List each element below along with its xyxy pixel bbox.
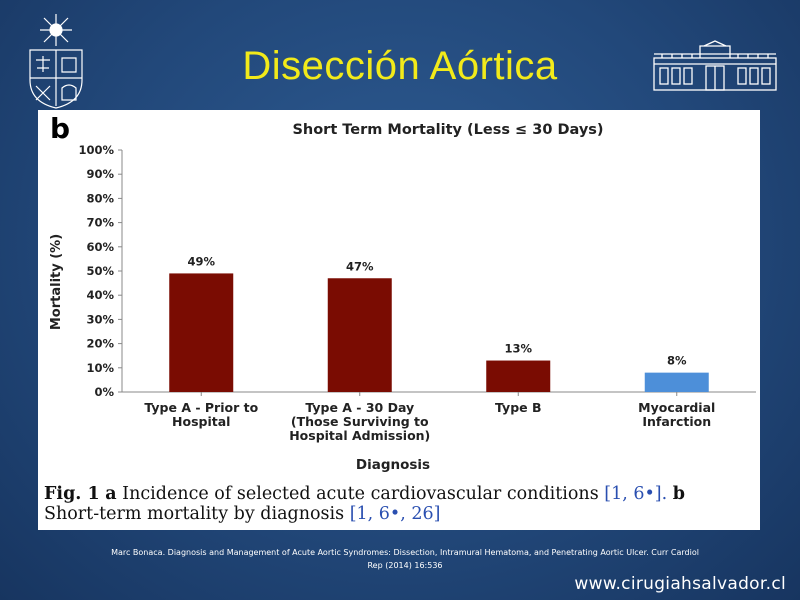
citation: Marc Bonaca. Diagnosis and Management of…: [60, 546, 750, 572]
caption-text-1: Incidence of selected acute cardiovascul…: [122, 484, 599, 504]
y-tick-label: 10%: [86, 361, 114, 375]
y-tick-label: 50%: [86, 264, 114, 278]
data-label: 13%: [504, 342, 532, 356]
y-axis: 0% 10% 20% 30% 40% 50% 60% 70% 80% 90% 100%: [78, 143, 756, 399]
slide-title: Disección Aórtica: [242, 44, 558, 88]
website-url: www.cirugiahsalvador.cl: [574, 574, 786, 594]
y-tick-label: 70%: [86, 216, 114, 230]
y-tick-label: 30%: [86, 312, 114, 326]
bar: [644, 372, 709, 392]
y-tick-label: 20%: [86, 337, 114, 351]
caption-part-b: b: [672, 484, 686, 504]
bar: [486, 360, 551, 392]
citation-line-1: Marc Bonaca. Diagnosis and Management of…: [111, 548, 699, 557]
y-tick-label: 0%: [94, 385, 114, 399]
data-label: 47%: [346, 259, 374, 273]
caption-refs-2: [1, 6•, 26]: [349, 504, 441, 524]
caption-part-a: a: [105, 484, 117, 504]
y-tick-label: 40%: [86, 288, 114, 302]
hospital-building-icon: [653, 40, 777, 91]
x-tick-label: Infarction: [642, 414, 711, 429]
caption-refs-1: [1, 6•].: [604, 484, 668, 504]
x-axis-label: Diagnosis: [356, 457, 430, 473]
caption-text-2: Short-term mortality by diagnosis: [44, 504, 345, 524]
bar: [327, 278, 392, 392]
y-tick-label: 60%: [86, 240, 114, 254]
bar-chart: Short Term Mortality (Less ≤ 30 Days) 0%…: [49, 122, 756, 473]
x-tick-label: Type A - 30 Day: [305, 400, 414, 415]
figure-caption: Fig. 1 a Incidence of selected acute car…: [44, 484, 756, 524]
x-tick-label: (Those Surviving to: [291, 414, 429, 429]
caption-fig-number: Fig. 1: [44, 484, 100, 504]
data-label: 49%: [187, 254, 215, 268]
data-label: 8%: [667, 354, 687, 368]
y-tick-label: 100%: [78, 143, 114, 157]
panel-letter: b: [50, 112, 71, 145]
x-tick-label: Hospital Admission): [289, 428, 430, 443]
bar: [169, 273, 234, 392]
x-tick-label: Type B: [495, 400, 542, 415]
y-tick-label: 90%: [86, 167, 114, 181]
citation-line-2: Rep (2014) 16:536: [367, 561, 443, 570]
x-tick-label: Hospital: [172, 414, 230, 429]
chart-title: Short Term Mortality (Less ≤ 30 Days): [292, 122, 603, 138]
x-tick-label: Type A - Prior to: [144, 400, 258, 415]
university-crest-icon: [29, 14, 83, 109]
bars: 49% 47% 13% 8%: [169, 254, 709, 396]
y-axis-label: Mortality (%): [49, 234, 64, 330]
figure-panel: Short Term Mortality (Less ≤ 30 Days) 0%…: [38, 110, 760, 530]
y-tick-label: 80%: [86, 191, 114, 205]
x-tick-label: Myocardial: [638, 400, 715, 415]
